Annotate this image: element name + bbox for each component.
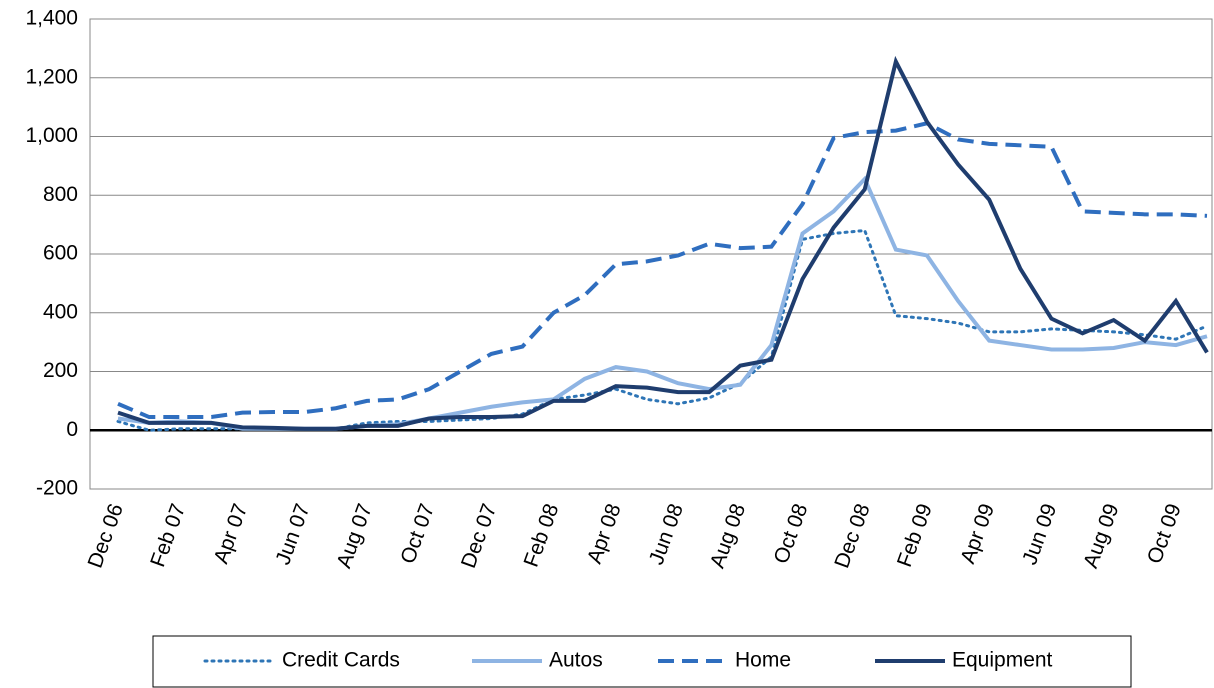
legend-label: Home	[735, 649, 791, 672]
x-tick-label: Feb 08	[520, 501, 564, 570]
x-tick-label: Jun 09	[1018, 501, 1061, 568]
legend-label: Autos	[549, 649, 603, 672]
x-tick-label: Oct 09	[1143, 501, 1186, 567]
x-tick-label: Dec 08	[830, 501, 874, 571]
y-tick-label: 200	[43, 359, 78, 382]
y-tick-label: -200	[36, 477, 78, 500]
x-tick-label: Aug 09	[1079, 501, 1123, 571]
x-tick-label: Apr 09	[956, 501, 999, 567]
legend-box	[152, 635, 1132, 688]
y-tick-label: 1,200	[25, 65, 78, 88]
x-tick-label: Dec 07	[457, 501, 501, 571]
x-tick-label: Aug 07	[332, 501, 376, 571]
x-tick-label: Dec 06	[84, 501, 128, 571]
y-tick-label: 0	[66, 418, 78, 441]
y-tick-label: 800	[43, 183, 78, 206]
x-tick-label: Apr 07	[210, 501, 253, 567]
x-tick-label: Feb 07	[146, 501, 190, 570]
y-tick-label: 600	[43, 242, 78, 265]
legend-label: Credit Cards	[282, 649, 400, 672]
x-tick-label: Apr 08	[583, 501, 626, 567]
series-line	[117, 121, 1208, 420]
x-tick-label: Oct 08	[770, 501, 813, 567]
y-tick-label: 400	[43, 300, 78, 323]
y-tick-label: 1,000	[25, 124, 78, 147]
x-tick-label: Feb 09	[893, 501, 937, 570]
x-tick-label: Jun 07	[271, 501, 314, 568]
x-tick-label: Aug 08	[706, 501, 750, 571]
x-tick-label: Oct 07	[396, 501, 439, 567]
legend-label: Equipment	[952, 649, 1053, 672]
series-line	[116, 228, 1209, 432]
y-tick-label: 1,400	[25, 7, 78, 30]
x-tick-label: Jun 08	[645, 501, 688, 568]
series-line	[117, 55, 1209, 431]
